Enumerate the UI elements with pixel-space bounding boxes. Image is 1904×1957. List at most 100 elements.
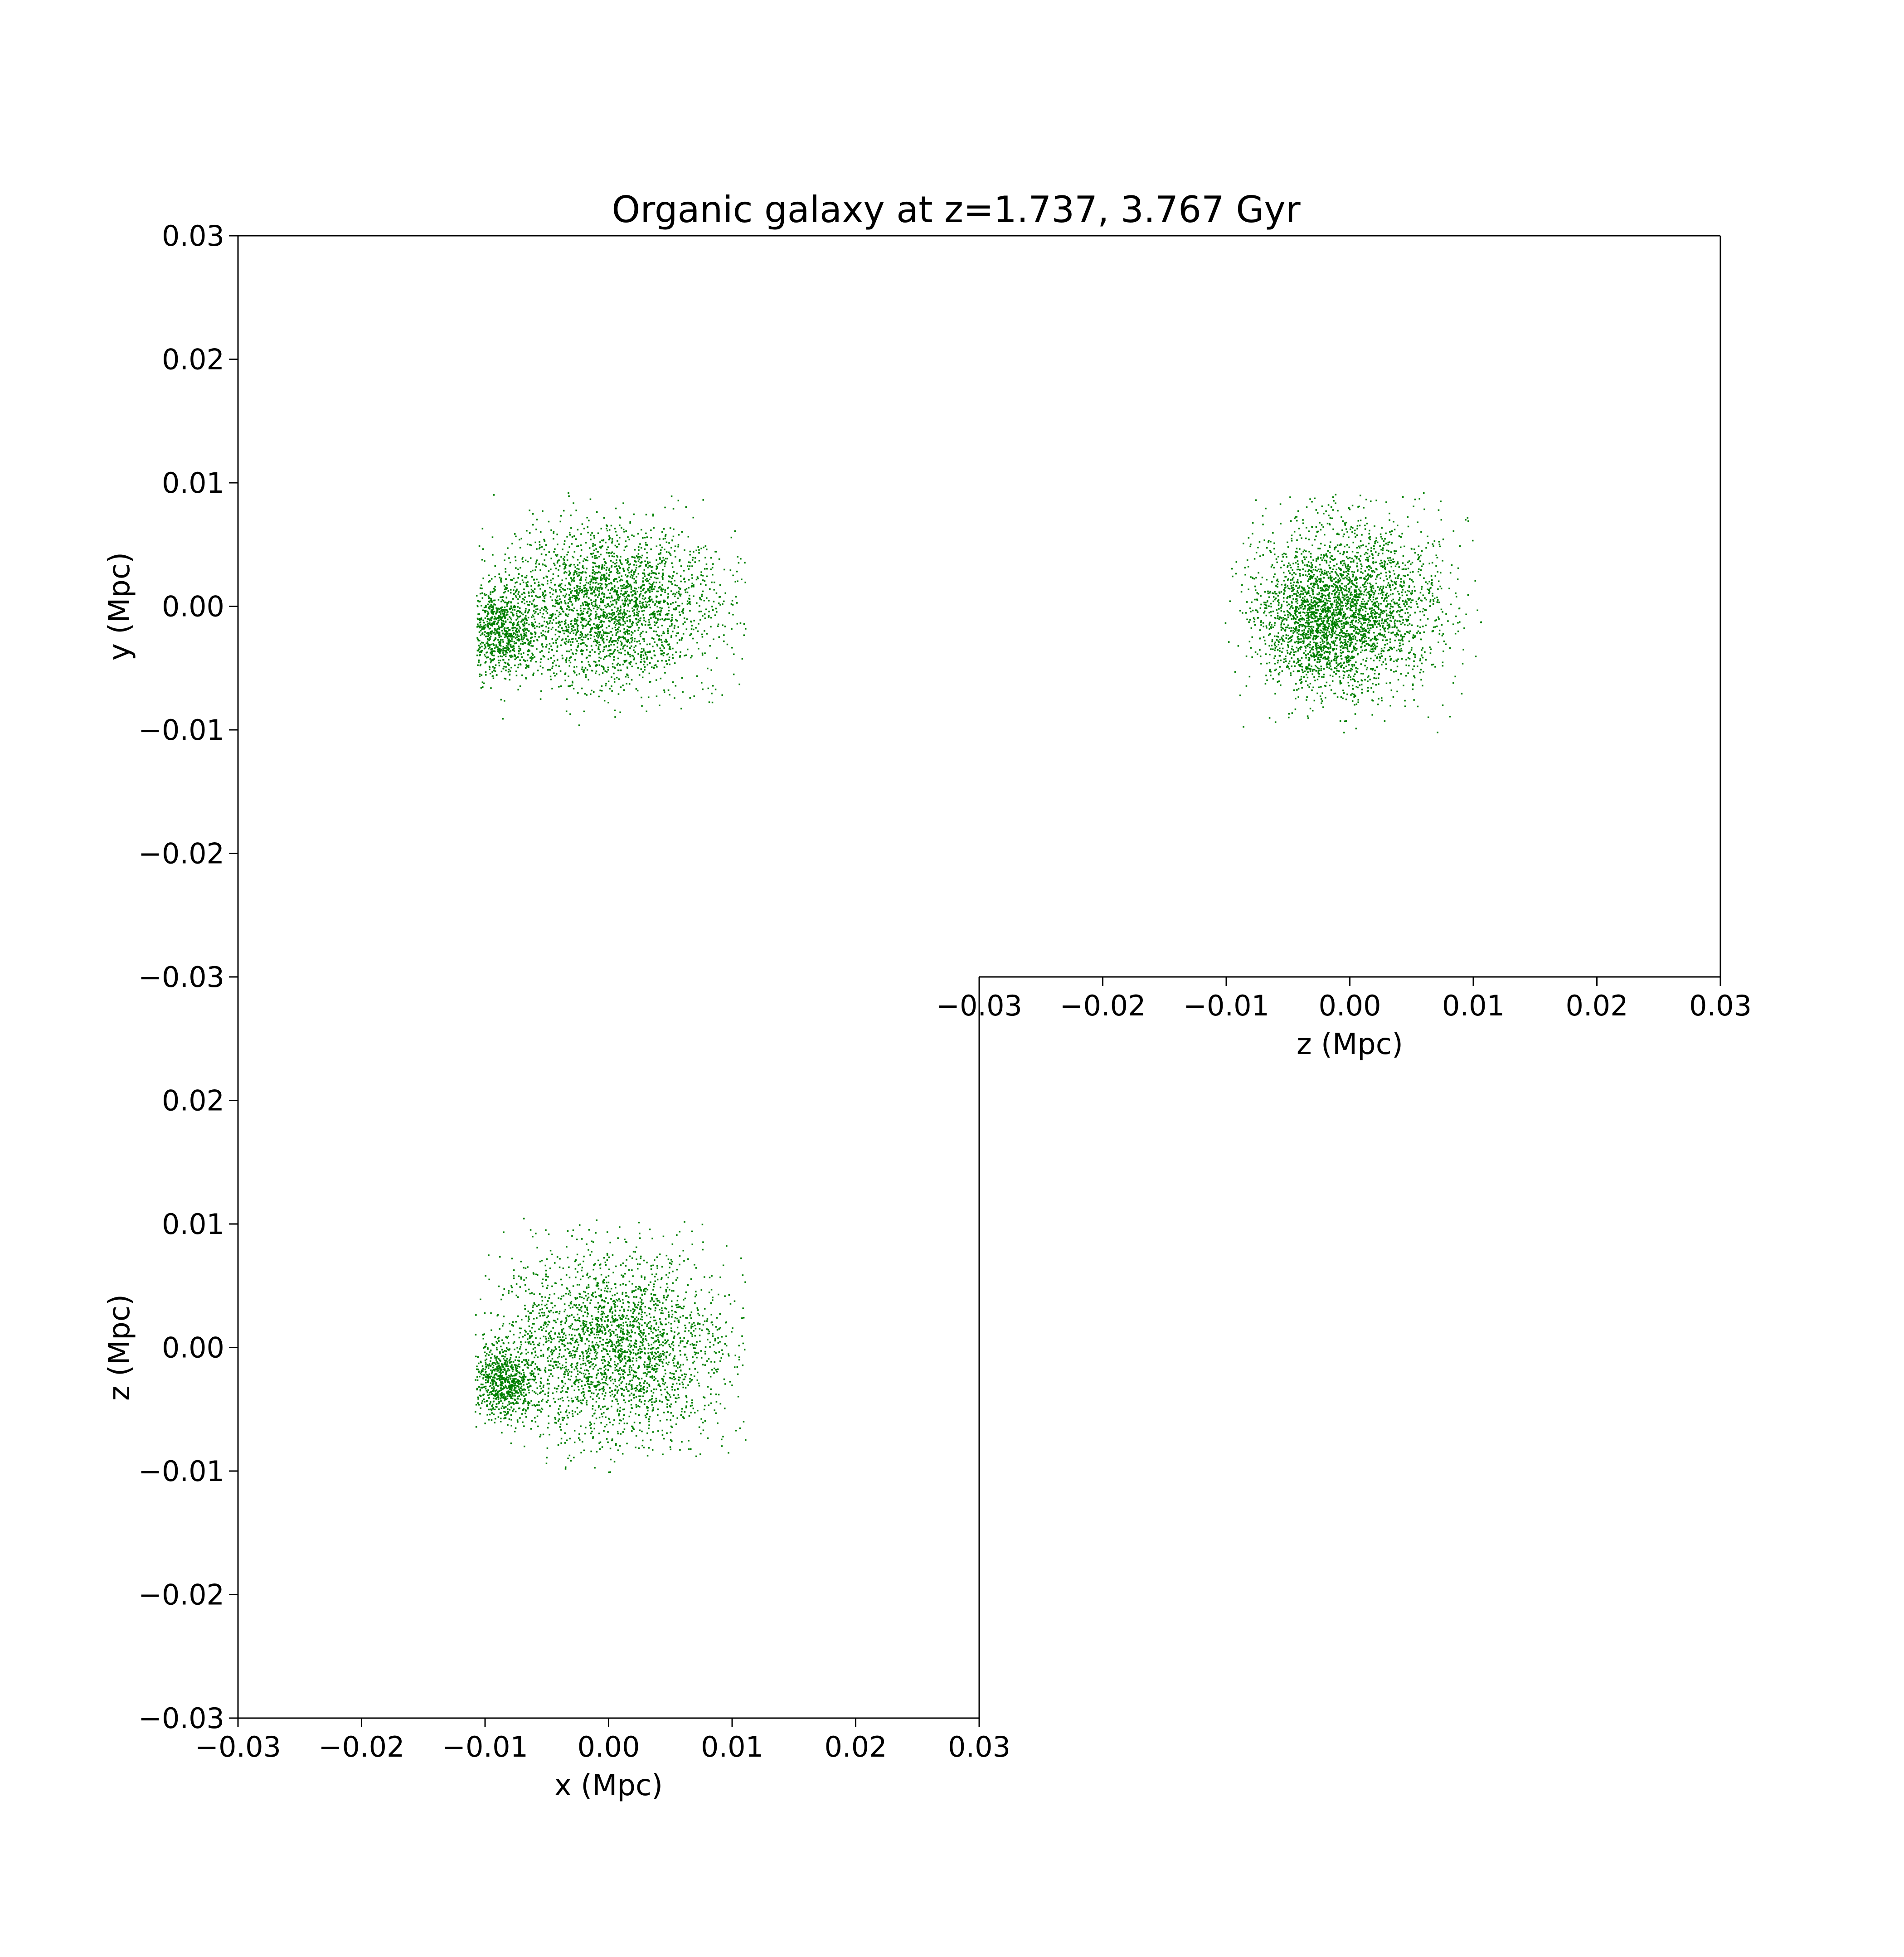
scatter-point xyxy=(1413,676,1416,679)
scatter-point xyxy=(1348,536,1350,538)
scatter-point xyxy=(557,575,559,577)
scatter-point xyxy=(1365,668,1368,670)
scatter-point xyxy=(690,656,692,659)
scatter-point xyxy=(663,689,665,691)
scatter-point xyxy=(608,569,610,571)
scatter-point xyxy=(1334,615,1336,617)
scatter-point xyxy=(501,599,504,601)
scatter-point xyxy=(1348,617,1350,619)
scatter-point xyxy=(612,579,615,581)
scatter-point xyxy=(1297,568,1300,570)
scatter-point xyxy=(1309,646,1311,649)
scatter-point xyxy=(542,563,544,566)
scatter-point xyxy=(576,596,578,598)
scatter-point xyxy=(554,548,556,550)
scatter-point xyxy=(492,605,494,607)
scatter-point xyxy=(1370,574,1371,576)
scatter-point xyxy=(486,615,488,617)
scatter-point xyxy=(613,586,616,588)
scatter-point xyxy=(657,590,659,592)
scatter-point xyxy=(669,663,670,665)
scatter-point xyxy=(577,575,578,577)
scatter-point xyxy=(582,626,584,627)
scatter-point xyxy=(1351,700,1354,702)
scatter-point xyxy=(591,670,593,672)
scatter-point xyxy=(529,601,531,603)
scatter-point xyxy=(1360,495,1361,496)
scatter-point xyxy=(510,612,512,613)
scatter-point xyxy=(514,642,515,645)
scatter-point xyxy=(1442,661,1444,663)
scatter-point xyxy=(691,577,693,579)
scatter-point xyxy=(659,618,661,621)
scatter-point xyxy=(670,495,673,497)
scatter-point xyxy=(1375,578,1377,580)
scatter-point xyxy=(1379,625,1381,627)
scatter-point xyxy=(1344,545,1345,548)
scatter-point xyxy=(500,613,502,615)
scatter-point xyxy=(580,572,582,574)
scatter-point xyxy=(673,571,675,573)
scatter-point xyxy=(518,621,520,623)
scatter-point xyxy=(542,594,544,596)
scatter-point xyxy=(648,573,651,574)
scatter-point xyxy=(705,608,707,610)
scatter-point xyxy=(1369,596,1371,598)
scatter-point xyxy=(540,625,543,626)
scatter-point xyxy=(620,652,622,654)
scatter-point xyxy=(1287,665,1288,666)
scatter-point xyxy=(633,582,636,583)
scatter-point xyxy=(510,607,513,609)
scatter-point xyxy=(1273,600,1274,602)
scatter-point xyxy=(640,656,642,658)
scatter-point xyxy=(1372,617,1374,619)
scatter-point xyxy=(623,628,625,630)
scatter-point xyxy=(672,593,674,595)
scatter-point xyxy=(635,582,637,584)
scatter-point xyxy=(532,623,534,625)
scatter-point xyxy=(619,605,622,607)
scatter-point xyxy=(666,614,669,617)
scatter-point xyxy=(672,681,674,683)
scatter-point xyxy=(1311,627,1313,630)
scatter-point xyxy=(1277,595,1279,597)
scatter-point xyxy=(594,563,596,564)
scatter-point xyxy=(1322,581,1324,583)
scatter-point xyxy=(1302,560,1303,562)
scatter-point xyxy=(651,588,652,590)
scatter-point xyxy=(556,645,559,647)
scatter-point xyxy=(1351,605,1353,607)
scatter-point xyxy=(629,602,631,604)
scatter-point xyxy=(505,631,507,633)
scatter-point xyxy=(1360,555,1362,557)
scatter-point xyxy=(506,649,508,651)
scatter-point xyxy=(525,610,527,612)
scatter-point xyxy=(517,577,519,579)
scatter-point xyxy=(711,701,714,704)
scatter-point xyxy=(687,565,689,567)
scatter-point xyxy=(558,615,559,617)
scatter-point xyxy=(594,661,597,664)
scatter-point xyxy=(535,611,537,613)
scatter-point xyxy=(614,709,616,711)
scatter-point xyxy=(698,623,699,625)
scatter-point xyxy=(632,590,634,592)
scatter-point xyxy=(596,608,598,610)
scatter-point xyxy=(615,632,617,634)
scatter-point xyxy=(1437,588,1439,590)
scatter-point xyxy=(509,679,510,681)
scatter-point xyxy=(533,604,535,606)
scatter-point xyxy=(627,639,630,641)
scatter-point xyxy=(481,651,482,653)
scatter-point xyxy=(1326,666,1328,668)
scatter-point xyxy=(482,619,484,622)
scatter-point xyxy=(685,506,687,508)
scatter-point xyxy=(513,589,515,591)
scatter-point xyxy=(565,578,567,580)
scatter-point xyxy=(643,617,645,619)
scatter-point xyxy=(665,558,667,559)
scatter-point xyxy=(1360,606,1362,607)
scatter-point xyxy=(518,624,520,626)
scatter-point xyxy=(540,553,543,555)
scatter-point xyxy=(656,679,657,681)
